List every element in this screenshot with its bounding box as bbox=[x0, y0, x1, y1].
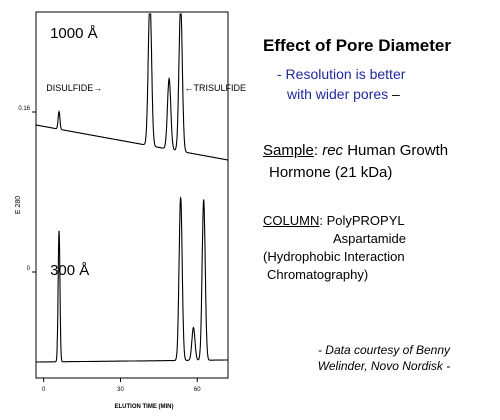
subtitle-dash: – bbox=[388, 86, 400, 102]
subtitle-line-2: with wider pores – bbox=[275, 84, 490, 104]
column-line-2: Aspartamide bbox=[333, 231, 406, 246]
credit-line-2: Welinder, Novo Nordisk - bbox=[317, 359, 451, 373]
subtitle: - Resolution is better with wider pores … bbox=[275, 64, 490, 104]
annotation-trisulfide: ←TRISULFIDE bbox=[184, 83, 246, 93]
subtitle-line-1: - Resolution is better bbox=[277, 66, 406, 82]
credit-line-1: - Data courtesy of Benny bbox=[317, 343, 451, 357]
data-credit: - Data courtesy of Benny Welinder, Novo … bbox=[279, 342, 489, 374]
column-line-3: (Hydrophobic Interaction bbox=[263, 249, 405, 264]
column-rest: : PolyPROPYL bbox=[319, 213, 405, 228]
y-tick-label: 0 bbox=[27, 266, 31, 272]
sample-colon: : bbox=[313, 142, 323, 159]
trace-1000A bbox=[36, 13, 228, 161]
sample-description: Sample: rec Human Growth Hormone (21 kDa… bbox=[263, 140, 498, 184]
x-tick-label: 30 bbox=[117, 387, 124, 393]
subtitle-line-2-text: with wider pores bbox=[287, 86, 389, 102]
column-description: COLUMN: PolyPROPYL Aspartamide (Hydropho… bbox=[263, 212, 498, 284]
sample-italic: rec bbox=[322, 142, 344, 159]
sample-label: Sample bbox=[263, 142, 314, 159]
description-panel: Effect of Pore Diameter - Resolution is … bbox=[255, 0, 500, 420]
plot-frame bbox=[35, 11, 229, 379]
slide-title: Effect of Pore Diameter bbox=[263, 36, 451, 55]
annotation-disulfide: DISULFIDE→ bbox=[46, 83, 102, 93]
x-tick-label: 60 bbox=[194, 387, 201, 393]
column-line-4: Chromatography) bbox=[267, 267, 369, 282]
x-axis-label: ELUTION TIME (MIN) bbox=[115, 404, 174, 410]
panel-label-300A: 300 Å bbox=[50, 262, 89, 279]
trace-300A bbox=[36, 196, 228, 363]
y-axis-label: E 280 bbox=[15, 196, 22, 214]
chromatogram-chart: 0.16 0 E 280 0 30 60 ELUTION TIME (MIN) 1000 Å 3… bbox=[15, 11, 246, 410]
sample-rest: Human Growth bbox=[343, 142, 449, 159]
x-tick-label: 0 bbox=[42, 387, 46, 393]
sample-line-2: Hormone (21 kDa) bbox=[269, 164, 393, 181]
panel-label-1000A: 1000 Å bbox=[50, 25, 98, 42]
y-tick-label: 0.16 bbox=[18, 106, 30, 112]
chromatogram-svg: 0.16 0 E 280 0 30 60 ELUTION TIME (MIN) 1000 Å 3… bbox=[15, 11, 246, 410]
column-label: COLUMN bbox=[263, 213, 320, 228]
